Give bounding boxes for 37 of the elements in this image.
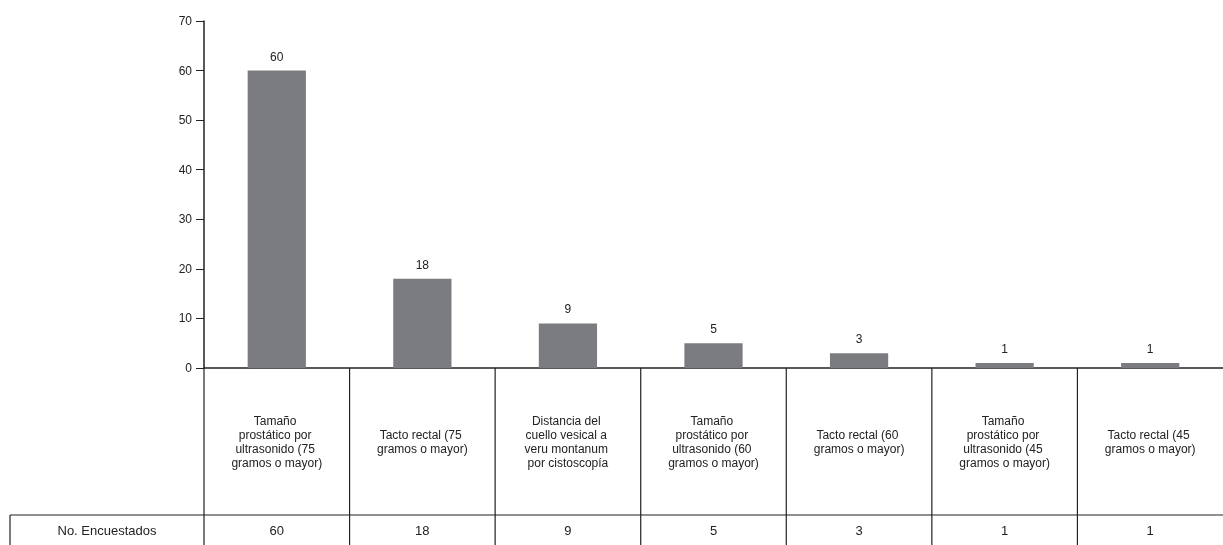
bar bbox=[247, 70, 306, 368]
x-tick-label: Tacto rectal (45 gramos o mayor) bbox=[1104, 427, 1196, 456]
text: 3 bbox=[855, 332, 863, 347]
text: 9 bbox=[564, 302, 572, 317]
data-label: 18 bbox=[415, 522, 430, 538]
text: 5 bbox=[710, 322, 717, 337]
bar bbox=[975, 363, 1034, 368]
y-tick-label: 60 bbox=[178, 63, 193, 78]
text: No. Encuestados bbox=[57, 522, 157, 538]
data-label: 1 bbox=[1146, 522, 1154, 538]
bar bbox=[393, 278, 452, 368]
y-tick-label: 30 bbox=[178, 212, 193, 227]
x-tick-label: Tacto rectal (60 gramos o mayor) bbox=[813, 427, 905, 456]
data-label: 1 bbox=[1001, 522, 1009, 538]
bar bbox=[829, 353, 889, 368]
y-tick-label: 10 bbox=[178, 311, 193, 326]
data-label: 9 bbox=[564, 522, 572, 538]
bar bbox=[1121, 363, 1180, 368]
x-tick-label: Tamaño prostático por ultrasonido (75 gramos o mayor) bbox=[231, 413, 323, 470]
text: 1 bbox=[1001, 342, 1008, 357]
data-label: 5 bbox=[709, 522, 718, 538]
bar bbox=[684, 343, 743, 368]
x-tick-label: Tamaño prostático por ultrasonido (60 gramos o mayor) bbox=[668, 413, 759, 470]
x-tick-label: Distancia del cuello vesical a veru montanum por cistoscopía bbox=[524, 413, 612, 470]
data-label: 3 bbox=[855, 522, 863, 538]
y-tick-label: 50 bbox=[178, 113, 193, 128]
y-tick-label: 70 bbox=[178, 14, 193, 28]
data-label: 60 bbox=[269, 522, 285, 538]
y-tick-label: 20 bbox=[178, 261, 193, 276]
text: 18 bbox=[415, 257, 430, 272]
x-tick-label: Tamaño prostático por ultrasonido (45 gramos o mayor) bbox=[959, 413, 1050, 470]
x-tick-label: Tacto rectal (75 gramos o mayor) bbox=[377, 427, 468, 456]
text: 60 bbox=[270, 49, 284, 64]
text: 1 bbox=[1146, 342, 1154, 357]
y-tick-label: 40 bbox=[178, 162, 193, 177]
y-tick-label: 0 bbox=[185, 361, 193, 375]
bar bbox=[538, 323, 598, 368]
